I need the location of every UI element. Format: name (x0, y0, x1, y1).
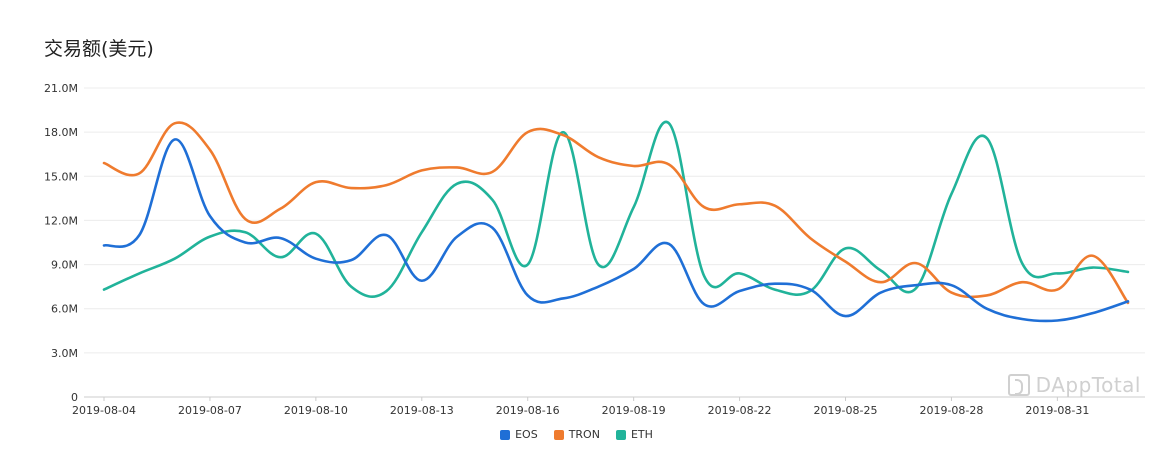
legend: EOS TRON ETH (0, 428, 1153, 443)
watermark-text: DAppTotal (1035, 373, 1141, 397)
series-line-tron (102, 121, 1130, 305)
legend-label: EOS (515, 428, 538, 441)
legend-swatch (500, 429, 511, 440)
legend-item-eos[interactable]: EOS (500, 428, 538, 441)
y-tick-label: 18.0M (44, 126, 78, 139)
legend-swatch (615, 429, 626, 440)
y-tick-label: 6.0M (51, 303, 78, 316)
grid-lines (84, 87, 1145, 398)
legend-label: TRON (568, 428, 600, 441)
y-axis: 0 3.0M 6.0M 9.0M 12.0M 15.0M 18.0M 21.0M (44, 82, 78, 404)
x-tick-label: 2019-08-28 (919, 404, 983, 417)
legend-label: ETH (630, 428, 653, 441)
x-tick-label: 2019-08-16 (496, 404, 560, 417)
dapptotal-logo-icon (1007, 374, 1030, 396)
x-tick-label: 2019-08-25 (814, 404, 878, 417)
x-tick-label: 2019-08-31 (1025, 404, 1089, 417)
legend-item-tron[interactable]: TRON (553, 428, 600, 441)
y-tick-label: 3.0M (51, 347, 78, 360)
x-tick-label: 2019-08-07 (178, 404, 242, 417)
y-tick-label: 0 (71, 391, 78, 404)
legend-swatch (553, 429, 564, 440)
x-tick-label: 2019-08-13 (390, 404, 454, 417)
series-line-eos (102, 138, 1130, 323)
y-tick-label: 15.0M (44, 170, 78, 183)
watermark: DAppTotal (1007, 373, 1141, 397)
x-tick-label: 2019-08-19 (602, 404, 666, 417)
x-tick-label: 2019-08-10 (284, 404, 348, 417)
chart-title: 交易额(美元) (44, 38, 154, 60)
series-line-eth (102, 120, 1130, 298)
x-tick-label: 2019-08-04 (72, 404, 136, 417)
x-tick-label: 2019-08-22 (708, 404, 772, 417)
x-axis: 2019-08-04 2019-08-07 2019-08-10 2019-08-13… (72, 397, 1089, 417)
series-lines (102, 120, 1130, 323)
y-tick-label: 21.0M (44, 82, 78, 95)
y-tick-label: 9.0M (51, 259, 78, 272)
y-tick-label: 12.0M (44, 214, 78, 227)
legend-item-eth[interactable]: ETH (615, 428, 653, 441)
